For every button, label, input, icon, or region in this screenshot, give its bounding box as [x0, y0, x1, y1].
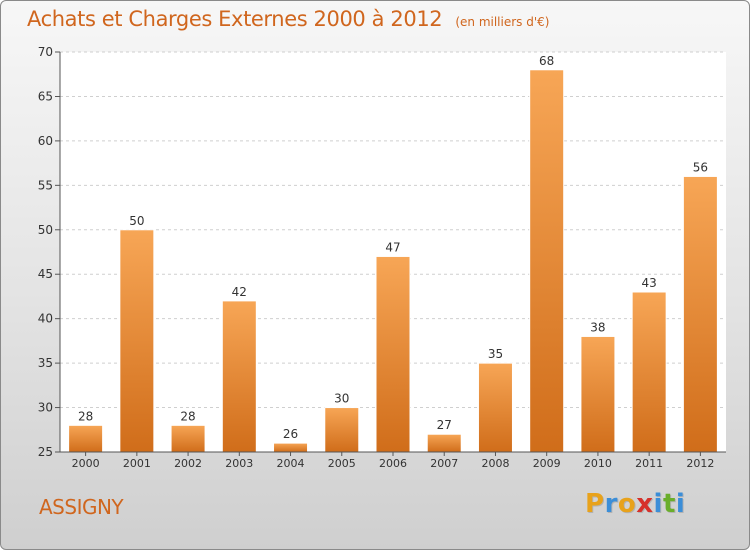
- bar-value-label: 42: [232, 285, 247, 299]
- chart-unit-label: (en milliers d'€): [455, 15, 550, 29]
- bar-value-label: 50: [129, 214, 144, 228]
- logo-letter: i: [653, 489, 663, 519]
- x-tick-label: 2008: [481, 457, 509, 470]
- data-labels: 28 50 28 42 26 30 47 27 35 68 38 43 56: [78, 54, 708, 441]
- x-tick-label: 2005: [328, 457, 356, 470]
- proxiti-logo: Proxiti: [585, 489, 685, 519]
- bar-value-label: 35: [488, 347, 503, 361]
- bar: [426, 433, 462, 453]
- bar-value-label: 30: [334, 392, 349, 406]
- x-tick-label: 2011: [635, 457, 663, 470]
- x-axis: 2000 2001 2002 2003 2004 2005 2006 2007 2008 2009…: [60, 451, 726, 470]
- y-tick-label: 60: [38, 134, 53, 148]
- bar: [477, 362, 513, 453]
- y-axis: 25 30 35 40 45 50 55 60 65 70: [38, 45, 61, 459]
- bar-value-label: 68: [539, 54, 554, 68]
- x-tick-label: 2004: [277, 457, 305, 470]
- logo-letter: x: [636, 489, 654, 519]
- y-tick-label: 50: [38, 223, 53, 237]
- y-tick-label: 65: [38, 89, 53, 103]
- bar: [682, 175, 718, 453]
- y-tick-label: 70: [38, 45, 53, 59]
- y-tick-label: 45: [38, 267, 53, 281]
- bar: [68, 424, 104, 453]
- bar: [273, 442, 309, 453]
- bar-value-label: 26: [283, 427, 298, 441]
- bar-value-label: 38: [590, 320, 605, 334]
- y-tick-label: 25: [38, 445, 53, 459]
- bar: [221, 300, 257, 453]
- y-tick-label: 35: [38, 356, 53, 370]
- bar: [631, 291, 667, 453]
- bar-value-label: 28: [180, 409, 195, 423]
- bar-value-label: 47: [385, 240, 400, 254]
- x-tick-label: 2006: [379, 457, 407, 470]
- x-tick-label: 2002: [174, 457, 202, 470]
- x-tick-label: 2000: [72, 457, 100, 470]
- y-tick-label: 40: [38, 312, 53, 326]
- bar: [170, 424, 206, 453]
- x-tick-label: 2012: [686, 457, 714, 470]
- logo-letter: i: [675, 489, 686, 519]
- town-name: ASSIGNY: [39, 495, 124, 519]
- x-tick-label: 2007: [430, 457, 458, 470]
- logo-letter: t: [662, 489, 676, 519]
- chart-title: Achats et Charges Externes 2000 à 2012: [27, 7, 443, 31]
- logo-letter: r: [604, 489, 618, 519]
- logo-letter: P: [585, 489, 605, 519]
- x-tick-label: 2009: [533, 457, 561, 470]
- x-tick-label: 2003: [225, 457, 253, 470]
- bars: [68, 69, 718, 453]
- x-tick-label: 2001: [123, 457, 151, 470]
- bar: [324, 407, 360, 453]
- bar-value-label: 27: [437, 418, 452, 432]
- bar: [119, 229, 155, 453]
- bar: [375, 255, 411, 453]
- y-tick-label: 30: [38, 401, 53, 415]
- chart-title-block: Achats et Charges Externes 2000 à 2012 (…: [27, 7, 549, 31]
- bar: [529, 69, 565, 453]
- bar-value-label: 56: [693, 160, 708, 174]
- bar-value-label: 28: [78, 409, 93, 423]
- x-tick-label: 2010: [584, 457, 612, 470]
- bar-value-label: 43: [642, 276, 657, 290]
- y-tick-label: 55: [38, 178, 53, 192]
- bar: [580, 335, 616, 453]
- logo-letter: o: [617, 489, 637, 519]
